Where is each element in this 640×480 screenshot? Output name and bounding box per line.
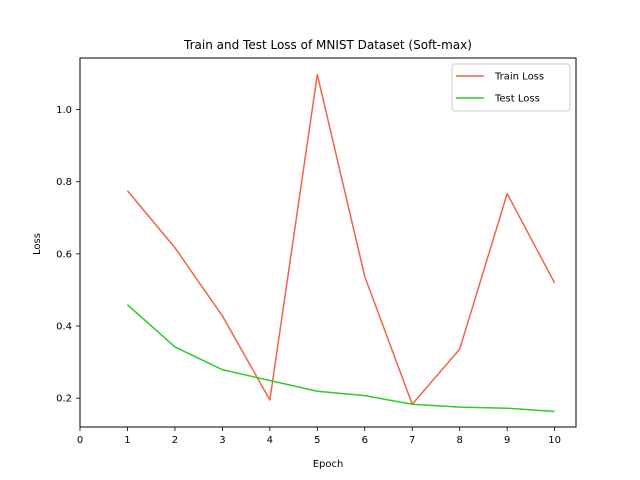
x-tick-label: 2 bbox=[172, 435, 178, 446]
legend-label-test-loss: Test Loss bbox=[494, 94, 540, 105]
x-axis-label: Epoch bbox=[313, 459, 344, 470]
chart-title: Train and Test Loss of MNIST Dataset (So… bbox=[183, 38, 472, 52]
y-tick-label: 0.4 bbox=[56, 322, 72, 333]
x-tick-label: 8 bbox=[457, 435, 463, 446]
y-tick-label: 0.6 bbox=[56, 249, 72, 260]
legend: Train Loss Test Loss bbox=[451, 63, 571, 112]
x-tick-label: 0 bbox=[77, 435, 83, 446]
legend-label-train-loss: Train Loss bbox=[494, 72, 544, 83]
series-line-test-loss bbox=[126, 304, 555, 413]
y-tick-label: 0.2 bbox=[56, 394, 72, 405]
x-tick-label: 10 bbox=[548, 435, 561, 446]
series-line-train-loss bbox=[126, 73, 556, 406]
x-tick-label: 5 bbox=[314, 435, 320, 446]
y-axis-label: Loss bbox=[32, 233, 43, 255]
y-tick-label: 1.0 bbox=[56, 105, 72, 116]
x-tick-label: 6 bbox=[362, 435, 368, 446]
x-axis: 0 1 2 3 4 5 6 7 8 9 10 bbox=[77, 427, 561, 446]
y-axis: 0.2 0.4 0.6 0.8 1.0 bbox=[56, 105, 80, 405]
x-tick-label: 3 bbox=[219, 435, 225, 446]
x-tick-label: 7 bbox=[409, 435, 415, 446]
y-tick-label: 0.8 bbox=[56, 177, 72, 188]
x-tick-label: 4 bbox=[267, 435, 273, 446]
plot-area bbox=[79, 57, 577, 428]
series-layer bbox=[126, 73, 556, 413]
x-tick-label: 1 bbox=[124, 435, 130, 446]
x-tick-label: 9 bbox=[504, 435, 510, 446]
